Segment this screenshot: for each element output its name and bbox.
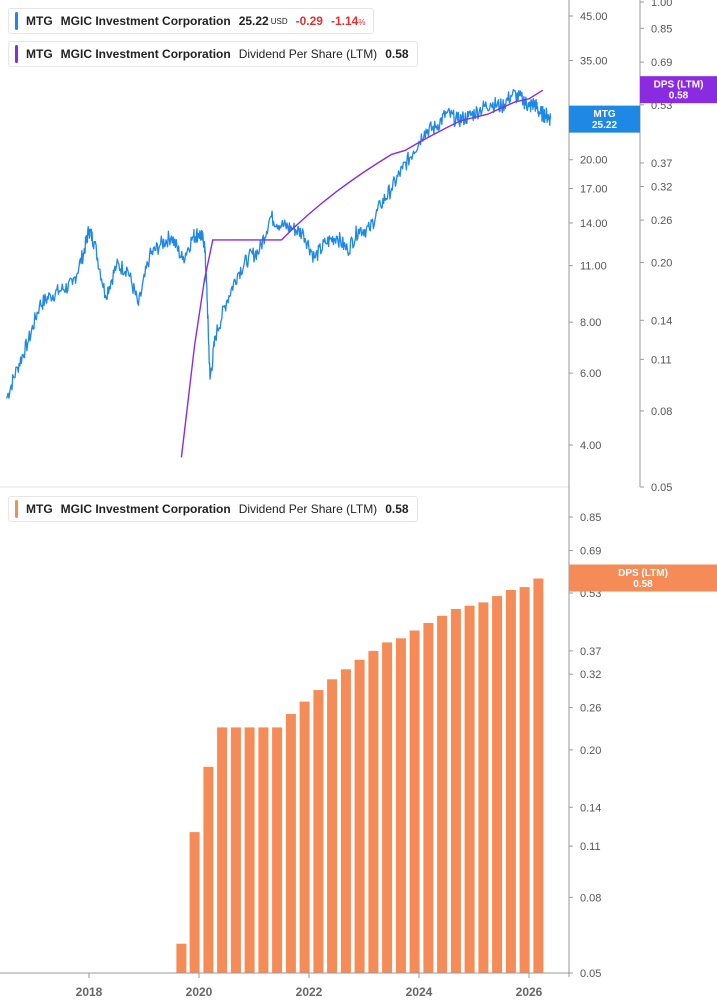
price-tick-label: 11.00	[580, 261, 607, 273]
dps-bar	[505, 590, 516, 973]
dps-bar	[340, 669, 351, 973]
dps-bar	[217, 727, 228, 973]
price-tick-label: 35.00	[580, 56, 608, 68]
dps-bottom-badge-value: 0.58	[633, 579, 653, 590]
legend-company: MGIC Investment Corporation	[60, 502, 231, 516]
dps-top-tick-label: 0.37	[651, 158, 672, 170]
dps-top-tick-label: 0.85	[651, 23, 672, 35]
legend-metric: Dividend Per Share (LTM)	[238, 502, 378, 516]
dps-bar	[230, 727, 241, 973]
price-badge-value: 25.22	[592, 120, 617, 131]
legend-dps-top-swatch	[15, 45, 18, 63]
dps-bottom-tick-label: 0.69	[580, 546, 601, 558]
dps-bar	[327, 679, 338, 973]
dps-bottom-tick-label: 0.26	[580, 703, 601, 715]
legend-ticker: MTG	[26, 14, 53, 28]
dps-bottom-tick-label: 0.11	[580, 841, 601, 853]
dps-bar	[313, 690, 324, 973]
dps-bar	[382, 642, 393, 973]
dps-top-badge-label: DPS (LTM)	[654, 80, 704, 91]
legend-price-swatch	[15, 12, 18, 30]
legend-dps-value: 0.58	[385, 502, 409, 516]
price-badge	[569, 105, 640, 133]
legend-ticker: MTG	[26, 47, 53, 61]
legend-change-pct: -1.14%	[330, 14, 366, 28]
dps-bottom-tick-label: 0.14	[580, 802, 601, 814]
dps-bar	[437, 615, 448, 973]
price-tick-label: 17.00	[580, 184, 608, 196]
dps-bar	[176, 943, 187, 973]
dps-bar	[299, 701, 310, 973]
dps-top-tick-label: 0.26	[651, 215, 672, 227]
dps-bar	[203, 766, 214, 973]
dps-bar	[478, 602, 489, 973]
dps-top-tick-label: 0.11	[651, 354, 672, 366]
dps-bar	[492, 596, 503, 973]
legend-change: -0.29	[295, 14, 323, 28]
price-tick-label: 4.00	[580, 440, 601, 452]
x-tick-label: 2018	[76, 985, 103, 999]
legend-company: MGIC Investment Corporation	[60, 47, 231, 61]
dps-bar	[464, 605, 475, 973]
legend-price-value: 25.22	[238, 14, 269, 28]
price-tick-label: 20.00	[580, 155, 608, 167]
dps-top-tick-label: 0.32	[651, 181, 672, 193]
dps-bottom-badge-label: DPS (LTM)	[618, 568, 668, 579]
dps-top-badge	[640, 76, 717, 104]
legend-metric: Dividend Per Share (LTM)	[238, 47, 378, 61]
legend-price[interactable]: MTG MGIC Investment Corporation 25.22 US…	[8, 8, 375, 34]
dps-top-tick-label: 0.08	[651, 406, 672, 418]
x-tick-label: 2026	[516, 985, 543, 999]
x-tick-label: 2024	[406, 985, 433, 999]
dps-bottom-tick-label: 0.08	[580, 892, 601, 904]
legend-dps-bottom-swatch	[15, 500, 18, 518]
price-tick-label: 6.00	[580, 368, 601, 380]
legend-dps-top[interactable]: MTG MGIC Investment Corporation Dividend…	[8, 41, 418, 67]
dps-bar	[258, 727, 269, 973]
dps-top-badge-value: 0.58	[669, 91, 689, 102]
dps-bar	[450, 609, 461, 973]
dps-bottom-tick-label: 0.05	[580, 968, 601, 980]
dps-bar	[354, 659, 365, 973]
price-series-line	[5, 88, 552, 399]
dps-top-tick-label: 0.14	[651, 315, 672, 327]
dps-bar	[189, 832, 200, 973]
dps-bar	[533, 578, 544, 973]
dps-bottom-tick-label: 0.20	[580, 745, 601, 757]
dps-bar	[272, 727, 283, 973]
dps-bar	[519, 587, 530, 973]
legend-currency: USD	[270, 16, 288, 26]
legend-company: MGIC Investment Corporation	[60, 14, 231, 28]
dps-bottom-tick-label: 0.32	[580, 669, 601, 681]
dps-top-tick-label: 1.00	[651, 0, 672, 9]
dps-bar	[395, 638, 406, 973]
legend-dps-bottom[interactable]: MTG MGIC Investment Corporation Dividend…	[8, 496, 418, 522]
dps-bar	[409, 630, 420, 973]
dps-bar	[244, 727, 255, 973]
price-badge-label: MTG	[593, 109, 615, 120]
dps-top-tick-label: 0.20	[651, 258, 672, 270]
dps-bar	[285, 714, 296, 973]
x-tick-label: 2020	[186, 985, 213, 999]
dps-bottom-tick-label: 0.85	[580, 512, 601, 524]
dps-top-tick-label: 0.05	[651, 482, 672, 494]
dps-bottom-tick-label: 0.37	[580, 646, 601, 658]
legend-dps-value: 0.58	[385, 47, 409, 61]
dps-bottom-badge	[569, 564, 717, 592]
dps-series-line	[180, 89, 544, 458]
price-tick-label: 14.00	[580, 218, 608, 230]
dps-top-tick-label: 0.69	[651, 57, 672, 69]
dps-bar	[368, 650, 379, 973]
price-tick-label: 8.00	[580, 317, 601, 329]
x-tick-label: 2022	[296, 985, 323, 999]
legend-ticker: MTG	[26, 502, 53, 516]
price-tick-label: 45.00	[580, 11, 608, 23]
dps-bar	[423, 623, 434, 973]
